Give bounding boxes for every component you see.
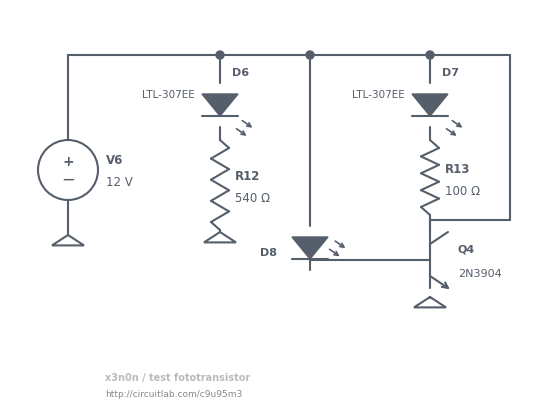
Text: R13: R13 bbox=[445, 163, 470, 176]
Text: —∿—⊣LAB: —∿—⊣LAB bbox=[8, 390, 56, 399]
Text: +: + bbox=[62, 155, 74, 169]
Text: LTL-307EE: LTL-307EE bbox=[352, 90, 405, 100]
Circle shape bbox=[306, 51, 314, 59]
Text: LTL-307EE: LTL-307EE bbox=[142, 90, 195, 100]
Polygon shape bbox=[292, 237, 328, 259]
Circle shape bbox=[216, 51, 224, 59]
Text: 100 Ω: 100 Ω bbox=[445, 185, 480, 198]
Polygon shape bbox=[202, 94, 238, 116]
Text: D6: D6 bbox=[232, 68, 249, 78]
Text: CIRCUIT: CIRCUIT bbox=[8, 373, 52, 384]
Text: R12: R12 bbox=[235, 171, 260, 183]
Text: 2N3904: 2N3904 bbox=[458, 269, 502, 279]
Text: 540 Ω: 540 Ω bbox=[235, 192, 270, 205]
Text: http://circuitlab.com/c9u95m3: http://circuitlab.com/c9u95m3 bbox=[105, 390, 242, 399]
Text: 12 V: 12 V bbox=[106, 175, 133, 188]
Polygon shape bbox=[412, 94, 448, 116]
Text: −: − bbox=[61, 171, 75, 189]
Text: Q4: Q4 bbox=[458, 245, 475, 255]
Text: x3n0n / test fototransistor: x3n0n / test fototransistor bbox=[105, 373, 250, 384]
Text: D8: D8 bbox=[260, 248, 277, 258]
Text: D7: D7 bbox=[442, 68, 459, 78]
Text: V6: V6 bbox=[106, 153, 123, 166]
Circle shape bbox=[426, 51, 434, 59]
